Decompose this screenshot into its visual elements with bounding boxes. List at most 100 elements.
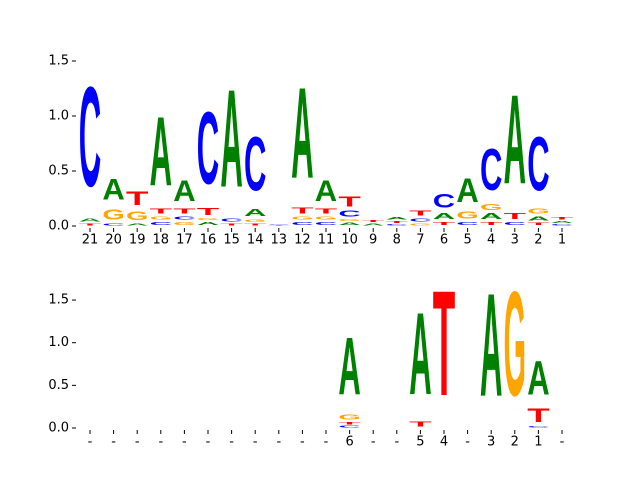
logo-letter: T — [527, 222, 549, 227]
logo-letter: T — [433, 220, 455, 226]
logo-letter: A — [362, 223, 385, 226]
logo-letter: A — [197, 220, 219, 226]
logo-letter: G — [527, 208, 549, 216]
x-tick-label: 7 — [416, 233, 424, 248]
logo-letter: A — [338, 322, 360, 413]
logo-letter: C — [291, 220, 313, 226]
logo-letter: C — [173, 215, 195, 221]
logo-letter: T — [150, 207, 172, 215]
x-tick-label: - — [135, 435, 140, 450]
logo-letter: T — [244, 223, 267, 226]
logo-letter: C — [338, 425, 361, 428]
logo-letter: A — [504, 68, 526, 211]
logo-letter: A — [244, 207, 266, 218]
x-tick-label: - — [560, 435, 565, 450]
x-tick-label: 6 — [440, 233, 448, 248]
logo-letter: C — [79, 57, 101, 216]
logo-letter: C — [315, 220, 337, 226]
logo-letter: G — [338, 218, 360, 221]
logo-letter: A — [456, 170, 478, 209]
logo-letter: T — [409, 419, 431, 428]
logo-letter: T — [480, 220, 502, 226]
logo-letter: A — [220, 62, 242, 217]
logo-letter: A — [102, 174, 125, 206]
x-tick-label: 13 — [271, 233, 288, 248]
logo-letter: C — [268, 224, 291, 225]
x-tick-label: 6 — [345, 435, 353, 450]
x-tick-label: - — [324, 435, 329, 450]
logo-letter: T — [268, 225, 291, 226]
x-tick-label: 15 — [223, 233, 240, 248]
x-tick-label: 21 — [82, 233, 99, 248]
x-tick-label: - — [158, 435, 163, 450]
x-tick-label: - — [465, 435, 470, 450]
logo-letter: A — [433, 212, 455, 221]
x-tick-label: - — [229, 435, 234, 450]
logo-letter: A — [291, 61, 313, 205]
logo-letter: C — [551, 224, 574, 226]
y-tick-label: 1.5 — [48, 54, 69, 69]
y-tick-label: 1.0 — [48, 335, 69, 350]
logo-letter: A — [173, 175, 196, 207]
x-tick-label: 11 — [318, 233, 335, 248]
logo-letter: A — [409, 290, 431, 420]
logo-letter: G — [338, 413, 360, 421]
logo-letter: T — [79, 223, 102, 226]
logo-letter: T — [220, 223, 243, 226]
logo-letter: G — [173, 221, 195, 226]
logo-letter: T — [386, 220, 409, 223]
x-tick-label: - — [394, 435, 399, 450]
logo-letter: T — [504, 212, 526, 221]
x-tick-label: 14 — [247, 233, 264, 248]
x-tick-label: - — [276, 435, 281, 450]
x-tick-label: - — [371, 435, 376, 450]
logo-letter: C — [220, 217, 242, 223]
logo-letter: A — [527, 350, 549, 405]
logo-letter: T — [527, 406, 550, 427]
x-tick-label: - — [253, 435, 258, 450]
x-tick-label: 16 — [200, 233, 217, 248]
logo-letter: C — [197, 91, 219, 206]
y-tick-label: 0.5 — [48, 378, 69, 393]
logo-letter: T — [362, 219, 385, 222]
logo-letter: T — [197, 206, 220, 217]
logo-letter: G — [150, 215, 172, 220]
logo-letter: G — [291, 215, 313, 220]
logo-letter: A — [126, 223, 149, 226]
logo-letter: T — [126, 188, 148, 210]
logo-letter: G — [102, 206, 124, 223]
logo-letter: T — [173, 207, 195, 215]
logo-letter: C — [102, 223, 125, 226]
x-tick-label: 17 — [176, 233, 193, 248]
y-tick-label: 1.5 — [48, 293, 69, 308]
y-tick-label: 0.0 — [48, 421, 69, 436]
logo-letter: A — [386, 216, 408, 220]
logo-letter: C — [456, 220, 478, 226]
logo-letter: C — [409, 217, 431, 223]
logo-letter: C — [386, 224, 409, 226]
x-tick-label: - — [182, 435, 187, 450]
x-tick-label: 8 — [393, 233, 401, 248]
logo-letter: C — [433, 189, 456, 212]
logo-letter: G — [197, 217, 219, 220]
logo-letter: A — [480, 263, 502, 428]
logo-letter: G — [315, 215, 337, 220]
logo-letter: C — [338, 210, 360, 219]
x-tick-label: 2 — [511, 435, 519, 450]
x-tick-label: 2 — [534, 233, 542, 248]
x-tick-label: - — [88, 435, 93, 450]
logo-letter: C — [480, 136, 502, 202]
y-tick-label: 1.0 — [48, 109, 69, 124]
logo-letter: C — [527, 122, 549, 207]
x-tick-label: 18 — [153, 233, 170, 248]
logo-letter: T — [291, 206, 313, 215]
x-tick-label: - — [111, 435, 116, 450]
logo-letter: G — [456, 210, 478, 221]
x-tick-label: - — [206, 435, 211, 450]
x-tick-label: 12 — [294, 233, 311, 248]
logo-letter: A — [551, 220, 574, 223]
x-tick-label: - — [300, 435, 305, 450]
x-tick-label: 3 — [511, 233, 519, 248]
x-tick-label: 1 — [534, 435, 542, 450]
